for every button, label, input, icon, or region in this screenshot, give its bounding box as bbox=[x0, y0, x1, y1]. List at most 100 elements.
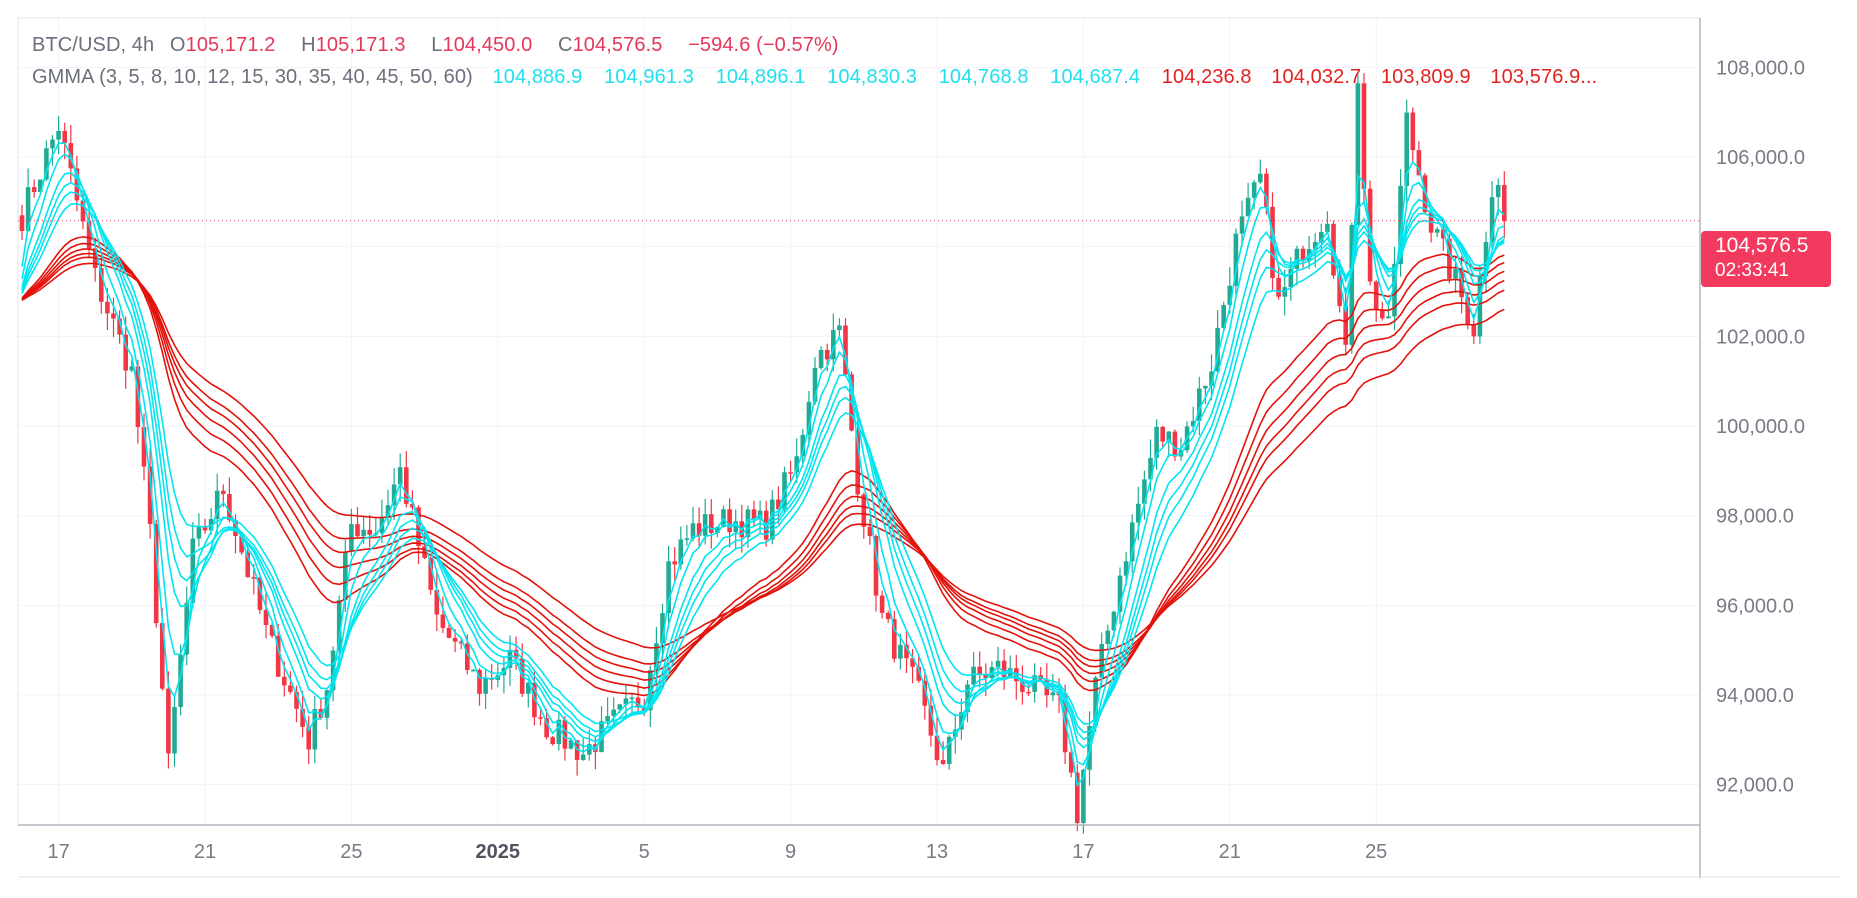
candle-up bbox=[190, 538, 196, 603]
candle-down bbox=[727, 509, 732, 533]
gmma-long-ema-40 bbox=[21, 248, 1505, 681]
candle-up bbox=[770, 499, 775, 540]
candle-up bbox=[629, 697, 635, 700]
candle-up bbox=[1233, 233, 1239, 286]
candle-down bbox=[544, 718, 549, 738]
x-tick-label: 13 bbox=[926, 841, 948, 863]
candle-down bbox=[99, 268, 104, 302]
candle-down bbox=[1172, 431, 1178, 457]
candle-up bbox=[1294, 248, 1300, 269]
candle-up bbox=[336, 600, 342, 651]
candle-up bbox=[1215, 327, 1220, 372]
axis-layer: 108,000.0106,000.0104,000.0102,000.0100,… bbox=[17, 17, 1840, 878]
candle-up bbox=[1386, 316, 1391, 319]
candle-down bbox=[916, 666, 921, 681]
candle-up bbox=[1123, 561, 1129, 576]
open-value: 105,171.2 bbox=[185, 34, 276, 56]
candle-down bbox=[1361, 83, 1367, 189]
low-value: 104,450.0 bbox=[442, 34, 533, 56]
candle-up bbox=[733, 521, 738, 533]
candle-up bbox=[953, 729, 958, 737]
candle-down bbox=[306, 726, 311, 750]
candle-down bbox=[239, 536, 244, 553]
candle-down bbox=[404, 467, 409, 504]
candle-up bbox=[526, 682, 531, 694]
gmma-long-value-3: 103,809.9 bbox=[1380, 66, 1471, 88]
candle-down bbox=[1447, 238, 1452, 279]
candle-down bbox=[62, 130, 67, 144]
candle-up bbox=[397, 467, 403, 485]
candle-up bbox=[995, 660, 1001, 667]
candle-up bbox=[1398, 185, 1403, 265]
gmma-short-ema-12 bbox=[21, 191, 1505, 734]
candle-up bbox=[471, 669, 476, 672]
candle-down bbox=[983, 674, 989, 679]
candle-down bbox=[1337, 275, 1342, 307]
candle-up bbox=[1477, 276, 1483, 337]
candle-down bbox=[294, 691, 299, 709]
candle-down bbox=[367, 529, 372, 535]
candle-down bbox=[251, 577, 257, 579]
gmma-short-ema-15 bbox=[21, 202, 1505, 725]
y-tick-label: 92,000.0 bbox=[1716, 775, 1794, 797]
candle-up bbox=[605, 716, 610, 722]
candle-down bbox=[135, 366, 141, 427]
candle-up bbox=[946, 736, 952, 765]
candle-up bbox=[1081, 769, 1086, 823]
y-tick-label: 108,000.0 bbox=[1716, 57, 1805, 79]
candle-down bbox=[300, 708, 305, 727]
candle-down bbox=[1264, 173, 1269, 207]
candle-up bbox=[391, 484, 397, 506]
candle-down bbox=[873, 536, 879, 596]
candle-down bbox=[1416, 150, 1422, 176]
gmma-indicator-label[interactable]: GMMA (3, 5, 8, 10, 12, 15, 30, 35, 40, 4… bbox=[32, 66, 473, 88]
candle-down bbox=[1160, 426, 1165, 442]
symbol-label[interactable]: BTC/USD, 4h bbox=[32, 34, 155, 56]
candle-up bbox=[690, 523, 696, 539]
candle-up bbox=[38, 179, 43, 192]
gmma-short-value-1: 104,886.9 bbox=[492, 66, 583, 88]
gmma-long-ema-60 bbox=[21, 262, 1505, 652]
high-label: H bbox=[301, 34, 316, 56]
candle-up bbox=[385, 505, 391, 517]
candle-down bbox=[776, 499, 781, 510]
candle-up bbox=[1117, 575, 1123, 612]
candle-up bbox=[25, 187, 31, 231]
gmma-long-value-2: 104,032.7 bbox=[1271, 66, 1362, 88]
candle-up bbox=[1434, 229, 1440, 233]
candle-down bbox=[282, 676, 287, 686]
candle-up bbox=[794, 456, 799, 473]
candle-down bbox=[885, 612, 891, 620]
last-price-value: 104,576.5 bbox=[1715, 234, 1809, 257]
candle-up bbox=[660, 613, 665, 644]
candle-down bbox=[934, 735, 940, 761]
ohlc-legend: BTC/USD, 4h O105,171.2 H105,171.3 L104,4… bbox=[32, 34, 849, 57]
bar-countdown: 02:33:41 bbox=[1715, 260, 1789, 281]
candle-down bbox=[824, 349, 830, 360]
candle-up bbox=[1245, 197, 1251, 217]
candle-up bbox=[1489, 197, 1495, 243]
candle-down bbox=[843, 325, 848, 375]
x-tick-label: 25 bbox=[340, 841, 362, 863]
gmma-long-value-1: 104,236.8 bbox=[1161, 66, 1252, 88]
candle-up bbox=[361, 529, 366, 537]
candle-down bbox=[166, 688, 171, 754]
candle-up bbox=[1288, 268, 1294, 288]
candle-up bbox=[1105, 630, 1111, 645]
gmma-short-value-4: 104,830.3 bbox=[827, 66, 918, 88]
candle-down bbox=[1300, 248, 1306, 262]
candle-down bbox=[562, 719, 568, 749]
gmma-long-ema-35 bbox=[21, 242, 1505, 689]
candle-down bbox=[111, 313, 116, 319]
candle-up bbox=[178, 654, 183, 708]
candle-down bbox=[904, 644, 909, 659]
candle-up bbox=[1251, 182, 1257, 198]
candle-up bbox=[343, 551, 348, 601]
candle-up bbox=[654, 643, 659, 671]
candle-down bbox=[696, 523, 702, 536]
candle-up bbox=[1319, 232, 1324, 242]
candle-up bbox=[831, 330, 836, 360]
close-label: C bbox=[558, 34, 573, 56]
